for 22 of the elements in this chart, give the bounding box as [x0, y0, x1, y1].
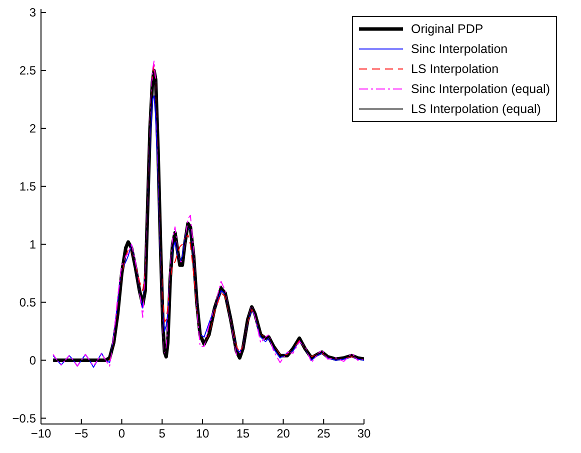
y-tick-label: −0.5 [12, 411, 36, 426]
legend-label: LS Interpolation (equal) [411, 102, 541, 116]
y-tick-label: 0.5 [19, 296, 36, 310]
legend-label: LS Interpolation [411, 62, 499, 76]
y-tick-label: 2.5 [19, 64, 36, 78]
legend-label: Sinc Interpolation (equal) [411, 82, 550, 96]
x-tick-label: 5 [158, 426, 166, 441]
y-tick-label: 0 [29, 354, 36, 368]
y-tick-label: 1 [29, 238, 36, 252]
x-tick-label: 25 [316, 426, 331, 441]
x-tick-label: 20 [276, 426, 290, 441]
y-tick-label: 2 [29, 122, 36, 136]
x-tick-label: −5 [74, 426, 89, 441]
x-tick-label: 0 [118, 426, 126, 441]
legend-label: Sinc Interpolation [411, 42, 508, 56]
y-tick-label: 1.5 [19, 180, 36, 194]
legend-label: Original PDP [411, 22, 484, 36]
x-tick-label: 10 [196, 426, 210, 441]
x-tick-label: 15 [236, 426, 250, 441]
x-tick-label: −10 [30, 426, 52, 441]
x-tick-label: 30 [357, 426, 372, 441]
y-tick-label: 3 [29, 6, 36, 20]
